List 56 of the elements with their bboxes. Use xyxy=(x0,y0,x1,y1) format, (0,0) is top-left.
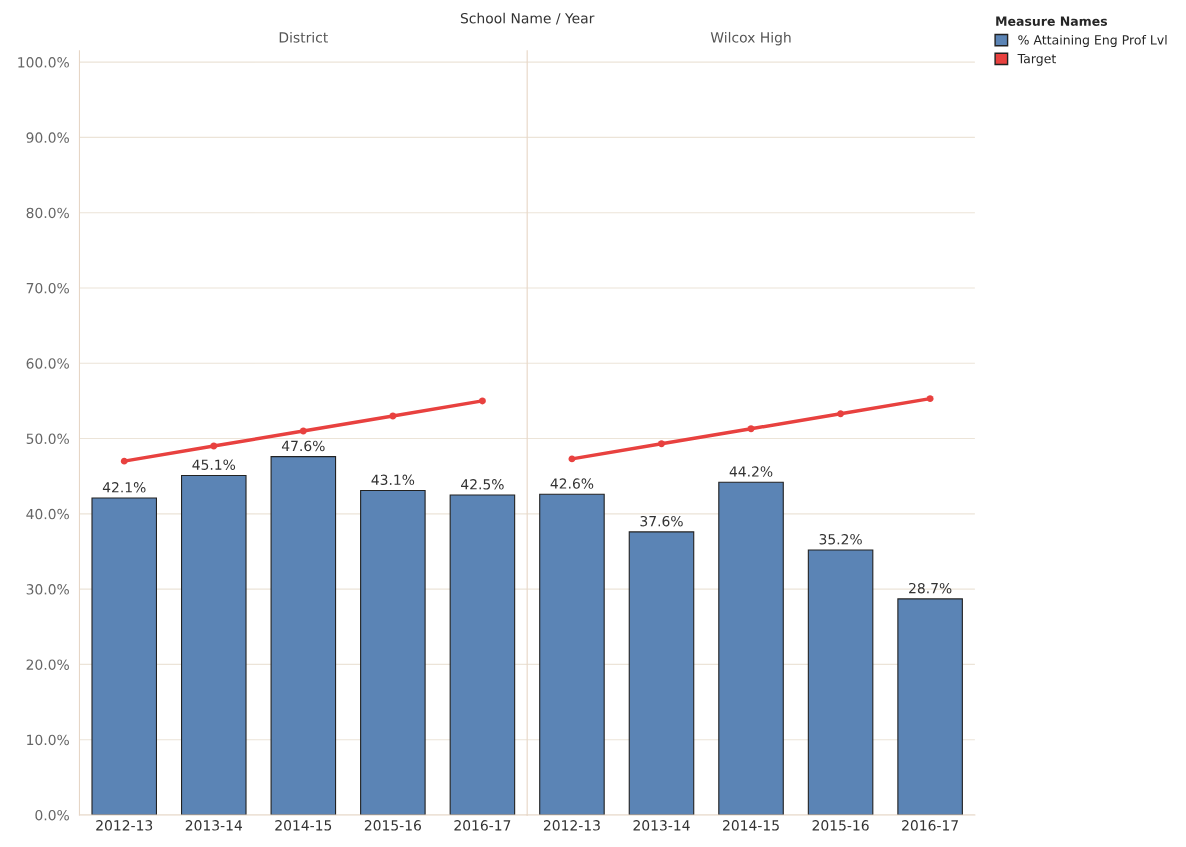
legend-label: % Attaining Eng Prof Lvl xyxy=(1018,34,1167,48)
bar xyxy=(718,481,784,815)
text: School Name / Year xyxy=(460,12,595,25)
point xyxy=(747,425,755,433)
point xyxy=(299,427,307,435)
x-tick-label: 2012-13 xyxy=(543,820,600,831)
y-tick-label: 70.0% xyxy=(26,282,69,294)
bar xyxy=(628,531,695,815)
point xyxy=(120,457,128,465)
data-label: 42.6% xyxy=(550,478,594,489)
bar xyxy=(180,474,247,815)
data-label: 42.5% xyxy=(461,479,504,490)
x-tick-label: 2016-17 xyxy=(454,820,511,831)
point xyxy=(210,442,218,450)
point xyxy=(478,397,486,405)
y-tick-label: 30.0% xyxy=(26,584,69,595)
y-tick-label: 10.0% xyxy=(27,734,69,746)
point xyxy=(837,410,845,418)
data-label: 44.2% xyxy=(729,466,773,477)
legend-label: Target xyxy=(1017,54,1056,66)
y-tick-label: 90.0% xyxy=(26,132,69,143)
chart-title: District xyxy=(279,31,328,43)
bar xyxy=(897,598,963,815)
y-tick-label: 50.0% xyxy=(26,433,69,445)
x-tick-label: 2013-14 xyxy=(185,820,243,831)
bar xyxy=(807,549,874,815)
y-tick-label: 60.0% xyxy=(26,358,69,369)
x-tick-label: 2014-15 xyxy=(275,820,332,831)
point xyxy=(926,395,934,403)
y-tick-label: 40.0% xyxy=(26,508,69,520)
point xyxy=(389,412,397,420)
y-tick-label: 20.0% xyxy=(26,659,69,670)
data-label: 47.6% xyxy=(281,440,325,452)
data-label: 45.1% xyxy=(192,459,236,470)
bar xyxy=(449,494,516,815)
data-label: 43.1% xyxy=(371,474,415,486)
bar xyxy=(270,456,337,815)
data-label: 28.7% xyxy=(909,582,952,594)
y-tick-label: 80.0% xyxy=(26,207,69,219)
data-label: 42.1% xyxy=(102,482,146,493)
chart-title: Wilcox High xyxy=(710,31,791,46)
x-tick-label: 2012-13 xyxy=(96,820,153,831)
bar xyxy=(360,489,426,815)
x-tick-label: 2015-16 xyxy=(364,820,421,831)
bar xyxy=(539,493,605,815)
bar xyxy=(91,497,158,815)
y-tick-label: 0.0% xyxy=(35,809,69,821)
x-tick-label: 2014-15 xyxy=(723,820,779,831)
point xyxy=(658,440,665,448)
x-tick-label: 2016-17 xyxy=(902,820,958,831)
data-label: 37.6% xyxy=(640,515,683,527)
data-label: 35.2% xyxy=(819,534,862,545)
y-tick-label: 100.0% xyxy=(18,57,69,68)
legend-title: Measure Names xyxy=(996,16,1108,26)
x-tick-label: 2015-16 xyxy=(812,820,869,831)
x-tick-label: 2013-14 xyxy=(633,820,690,831)
